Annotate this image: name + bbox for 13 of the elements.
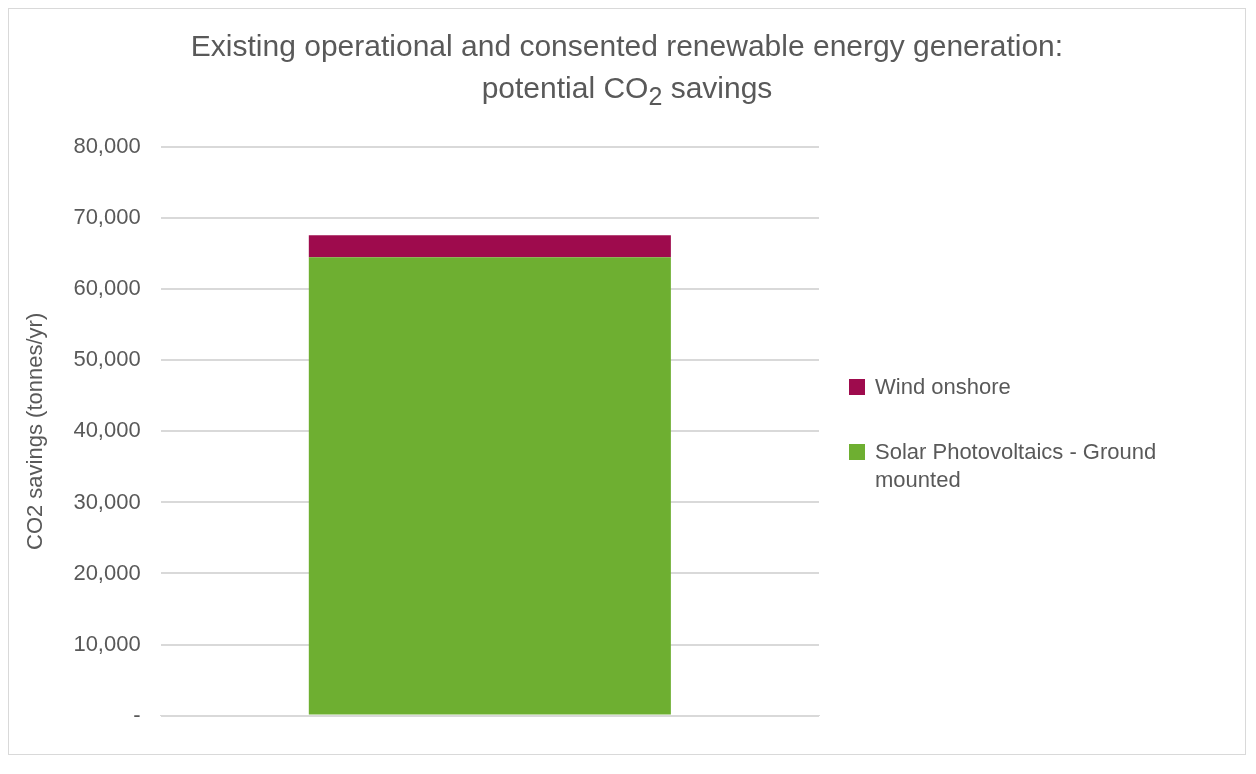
y-tick-label: 40,000 bbox=[73, 417, 141, 443]
y-tick-label: 10,000 bbox=[73, 630, 141, 656]
y-tick-label: 60,000 bbox=[73, 275, 141, 301]
y-tick-label: 50,000 bbox=[73, 346, 141, 372]
y-tick-label: - bbox=[133, 701, 141, 727]
y-tick-label: 80,000 bbox=[73, 133, 141, 159]
y-tick-label: 70,000 bbox=[73, 204, 141, 230]
legend-label: Wind onshore bbox=[875, 373, 1011, 402]
y-axis-title: CO2 savings (tonnes/yr) bbox=[22, 312, 48, 550]
y-tick-label: 20,000 bbox=[73, 559, 141, 585]
legend-label: Solar Photovoltaics - Ground mounted bbox=[875, 437, 1158, 495]
chart-title: Existing operational and consented renewable energy generation: potential CO$_{2}$ savings bbox=[189, 28, 1065, 112]
y-tick-label: 30,000 bbox=[73, 488, 141, 514]
